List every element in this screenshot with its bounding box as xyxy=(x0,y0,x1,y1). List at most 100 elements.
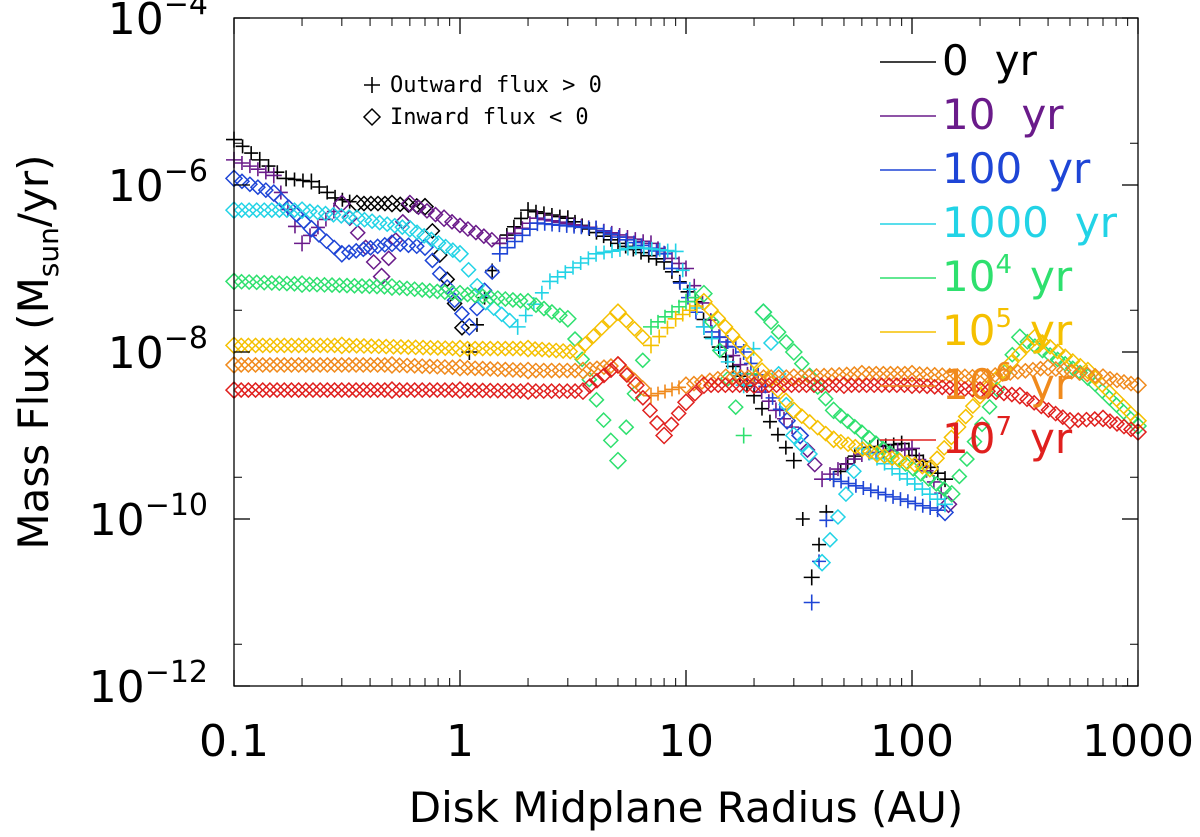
diamond-marker xyxy=(920,470,937,487)
plus-marker xyxy=(500,240,515,255)
plus-marker xyxy=(856,481,871,496)
diamond-marker xyxy=(269,356,286,373)
diamond-marker xyxy=(497,361,514,378)
diamond-marker xyxy=(935,503,955,522)
diamond-marker xyxy=(319,382,336,399)
diamond-marker xyxy=(775,377,793,394)
diamond-marker xyxy=(731,335,748,352)
diamond-marker xyxy=(770,324,787,341)
diamond-marker xyxy=(482,340,499,357)
diamond-marker xyxy=(943,429,960,446)
plus-marker xyxy=(303,173,320,190)
diamond-marker xyxy=(385,338,402,355)
diamond-marker xyxy=(548,342,565,359)
diamond-marker xyxy=(450,358,470,377)
plus-marker xyxy=(657,384,672,399)
legend-label-base: 10 xyxy=(942,414,995,463)
diamond-marker xyxy=(233,202,250,219)
diamond-marker xyxy=(793,436,810,453)
diamond-marker xyxy=(853,424,870,441)
legend-label: 104 yr xyxy=(942,250,1073,301)
diamond-marker xyxy=(577,335,594,353)
diamond-marker xyxy=(973,416,991,433)
diamond-marker xyxy=(694,284,713,303)
diamond-marker xyxy=(1115,373,1133,391)
diamond-marker xyxy=(951,468,968,485)
diamond-marker xyxy=(305,337,322,354)
diamond-marker xyxy=(1060,411,1080,430)
plus-marker xyxy=(541,273,558,290)
diamond-marker xyxy=(832,407,849,424)
legend-label-unit: yr xyxy=(1030,414,1073,463)
diamond-marker xyxy=(1003,386,1020,403)
diamond-marker xyxy=(290,337,307,354)
plus-marker xyxy=(491,245,508,262)
plus-marker xyxy=(509,318,526,335)
diamond-marker xyxy=(641,402,659,419)
y-tick-label: 10−8 xyxy=(108,321,208,379)
diamond-marker xyxy=(318,233,335,250)
diamond-marker xyxy=(278,202,295,219)
plus-marker xyxy=(573,256,588,271)
diamond-marker xyxy=(994,365,1011,383)
diamond-marker xyxy=(694,376,713,395)
plus-marker xyxy=(912,452,927,467)
diamond-marker xyxy=(1057,348,1074,365)
diamond-marker xyxy=(567,362,584,379)
diamond-marker xyxy=(460,261,477,278)
y-tick-exponent: −4 xyxy=(164,0,208,22)
diamond-marker xyxy=(460,317,479,336)
diamond-marker xyxy=(618,419,635,436)
diamond-marker xyxy=(543,383,560,400)
diamond-marker xyxy=(1019,337,1036,354)
plus-marker xyxy=(558,265,573,280)
diamond-marker xyxy=(793,355,810,372)
diamond-marker xyxy=(602,357,620,375)
diamond-marker xyxy=(368,278,386,295)
diamond-marker xyxy=(1017,362,1034,379)
plus-marker xyxy=(597,245,612,260)
diamond-marker xyxy=(964,398,981,415)
diamond-marker xyxy=(753,377,770,394)
y-tick-label: 10−12 xyxy=(89,655,208,713)
plus-marker xyxy=(886,489,901,504)
diamond-marker xyxy=(346,277,363,294)
diamond-marker xyxy=(348,242,365,259)
diamond-marker xyxy=(581,377,599,394)
diamond-marker xyxy=(1010,386,1029,405)
y-tick-base: 10 xyxy=(108,328,164,379)
diamond-marker xyxy=(535,300,553,317)
diamond-marker xyxy=(233,382,250,399)
y-tick-label: 10−10 xyxy=(89,488,208,546)
x-tick-label: 1 xyxy=(446,716,474,767)
diamond-marker xyxy=(744,376,764,395)
legend-label: 105 yr xyxy=(942,304,1073,355)
diamond-marker xyxy=(348,356,365,373)
plus-marker xyxy=(652,329,667,344)
diamond-marker xyxy=(981,398,998,415)
diamond-marker xyxy=(459,382,476,399)
diamond-marker xyxy=(724,377,741,394)
y-axis-title-tail: /yr) xyxy=(9,154,58,227)
diamond-marker xyxy=(349,224,366,241)
plus-marker xyxy=(588,220,605,237)
legend-label-base: 1000 xyxy=(942,198,1049,247)
diamond-marker xyxy=(450,244,470,263)
plus-marker xyxy=(235,139,250,154)
diamond-marker xyxy=(845,463,862,480)
diamond-marker xyxy=(254,337,271,354)
diamond-marker xyxy=(595,359,613,376)
diamond-marker xyxy=(801,413,818,431)
diamond-marker xyxy=(400,339,417,356)
diamond-marker xyxy=(634,352,651,369)
diamond-marker xyxy=(1064,360,1081,377)
diamond-marker xyxy=(355,241,372,258)
diamond-marker xyxy=(717,318,734,335)
diamond-marker xyxy=(247,382,264,399)
diamond-marker xyxy=(1049,343,1066,360)
diamond-marker xyxy=(261,337,279,354)
diamond-marker xyxy=(541,341,558,359)
diamond-marker xyxy=(1033,398,1050,415)
diamond-marker xyxy=(1025,328,1045,347)
diamond-marker xyxy=(415,197,435,216)
